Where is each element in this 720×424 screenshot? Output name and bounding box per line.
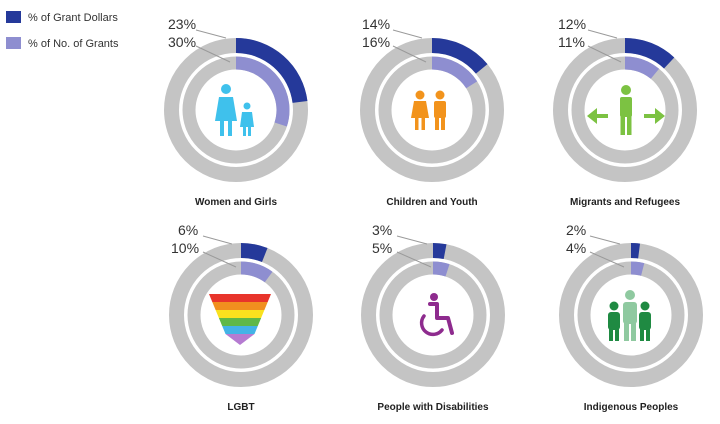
num-grants-arc (432, 261, 450, 277)
label-grant-dollars: 6% (178, 222, 198, 238)
grant-dollars-arc (630, 243, 641, 259)
grant-dollars-arc (235, 38, 308, 104)
label-grant-dollars: 12% (558, 16, 586, 32)
leader-line-grants (195, 45, 231, 63)
wheelchair-icon (419, 293, 454, 337)
indigenous-peoples-icon (608, 290, 651, 341)
leader-line-dollars (589, 235, 621, 245)
label-grant-dollars: 2% (566, 222, 586, 238)
donut-center (197, 71, 275, 149)
legend: % of Grant Dollars % of No. of Grants (6, 11, 119, 50)
donut-center (393, 71, 471, 149)
leader-line-dollars (396, 235, 428, 245)
legend-label-num-grants: % of No. of Grants (28, 38, 119, 50)
children-and-youth-icon (411, 90, 446, 130)
category-title: People with Disabilities (377, 402, 489, 413)
category-title: Children and Youth (386, 197, 477, 208)
migrants-and-refugees-icon (587, 85, 665, 135)
grant-dollars-arc (240, 243, 268, 263)
label-grant-dollars: 23% (168, 16, 196, 32)
panel-migrants-and-refugees: 12% 11% Migrants and Refugees (553, 16, 697, 208)
legend-swatch-grant-dollars (6, 11, 21, 23)
leader-line-grants (396, 251, 432, 268)
num-grants-arc (624, 56, 660, 80)
label-num-grants: 5% (372, 240, 392, 256)
label-grant-dollars: 14% (362, 16, 390, 32)
leader-line-grants (589, 251, 625, 268)
label-num-grants: 4% (566, 240, 586, 256)
grant-dollars-arc (431, 38, 488, 74)
num-grants-arc (240, 261, 273, 283)
panel-indigenous-peoples: 2% 4% Indigenous Peoples (559, 222, 703, 413)
num-grants-arc (431, 56, 478, 89)
grant-dollars-arc (432, 242, 447, 260)
category-title: Migrants and Refugees (570, 197, 680, 208)
label-num-grants: 11% (558, 34, 585, 50)
donut-center (394, 276, 472, 354)
label-grant-dollars: 3% (372, 222, 392, 238)
panel-women-and-girls: 23% 30% Women and Girls (164, 16, 308, 208)
leader-line-dollars (202, 235, 233, 245)
women-and-girls-icon (215, 84, 254, 136)
label-num-grants: 30% (168, 34, 196, 50)
legend-label-grant-dollars: % of Grant Dollars (28, 12, 118, 24)
rainbow-triangle-icon (209, 294, 271, 345)
num-grants-arc (235, 56, 290, 127)
label-num-grants: 16% (362, 34, 390, 50)
leader-line-dollars (392, 29, 423, 39)
label-num-grants: 10% (171, 240, 199, 256)
leader-line-grants (587, 45, 622, 63)
grant-dollars-arc (624, 38, 675, 69)
panel-children-and-youth: 14% 16% Children and Youth (360, 16, 504, 208)
panel-lgbt: 6% 10% LGBT (169, 222, 313, 413)
category-title: Indigenous Peoples (584, 402, 679, 413)
category-title: LGBT (227, 402, 254, 413)
panel-people-with-disabilities: 3% 5% People with Disabilities (361, 222, 505, 413)
leader-line-grants (392, 45, 427, 63)
num-grants-arc (630, 261, 645, 276)
category-title: Women and Girls (195, 197, 277, 208)
legend-swatch-num-grants (6, 37, 21, 49)
leader-line-dollars (587, 29, 618, 39)
leader-line-grants (202, 251, 237, 268)
leader-line-dollars (195, 29, 227, 39)
